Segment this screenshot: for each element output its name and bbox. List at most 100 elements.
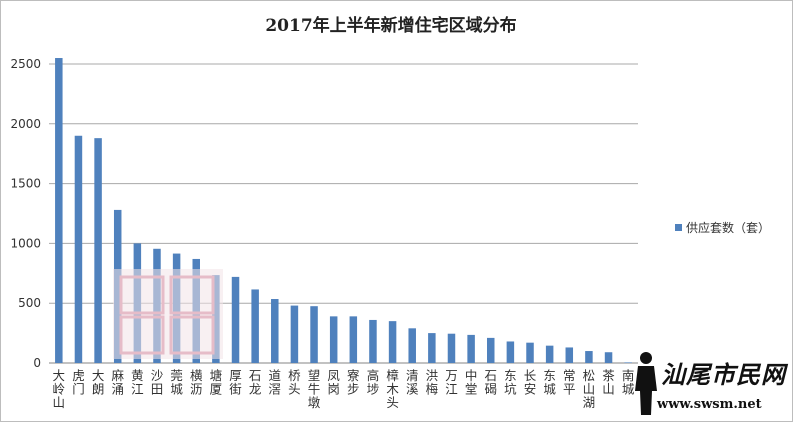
bar bbox=[231, 276, 240, 363]
x-category-label: 朗 bbox=[92, 382, 105, 397]
x-category-label: 桥 bbox=[288, 368, 301, 383]
x-axis-categories: 大岭山虎门大朗麻涌黄江沙田莞城横沥塘厦厚街石龙道滘桥头望牛墩凤岗寮步高埗樟木头清… bbox=[53, 368, 635, 410]
x-category-label: 松 bbox=[583, 368, 596, 383]
bar bbox=[565, 347, 574, 363]
y-tick-label: 2000 bbox=[10, 117, 41, 131]
x-category-label: 碣 bbox=[484, 382, 497, 397]
chart-title: 2017年上半年新增住宅区域分布 bbox=[265, 15, 516, 36]
x-category-label: 湖 bbox=[583, 395, 596, 410]
bar bbox=[408, 328, 416, 363]
x-category-label: 街 bbox=[229, 382, 242, 397]
y-axis-ticks: 0 500 1000 1500 2000 2500 bbox=[10, 57, 41, 370]
x-category-label: 城 bbox=[543, 382, 556, 397]
x-category-label: 南 bbox=[622, 368, 635, 383]
x-category-label: 樟 bbox=[386, 368, 399, 383]
bar bbox=[369, 319, 377, 363]
x-category-label: 城 bbox=[622, 382, 635, 397]
x-category-label: 涌 bbox=[111, 382, 124, 397]
x-category-label: 长 bbox=[524, 368, 537, 383]
x-category-label: 门 bbox=[72, 382, 85, 397]
x-category-label: 东 bbox=[543, 368, 556, 383]
x-category-label: 望 bbox=[308, 368, 321, 383]
x-category-label: 横 bbox=[190, 368, 203, 383]
bar bbox=[545, 345, 554, 363]
x-category-label: 洪 bbox=[426, 368, 439, 383]
x-category-label: 头 bbox=[386, 395, 399, 410]
bar bbox=[349, 316, 358, 363]
bar bbox=[74, 135, 83, 363]
bar bbox=[310, 306, 318, 363]
site-name: 汕尾市民网 bbox=[661, 360, 786, 389]
x-category-label: 石 bbox=[249, 368, 262, 383]
x-category-label: 虎 bbox=[72, 368, 85, 383]
bar bbox=[506, 341, 515, 363]
x-category-label: 常 bbox=[563, 368, 576, 383]
bar bbox=[428, 333, 436, 363]
x-category-label: 厦 bbox=[210, 382, 223, 397]
bar bbox=[329, 316, 338, 363]
bar bbox=[94, 138, 102, 363]
x-category-label: 安 bbox=[524, 382, 537, 397]
y-tick-label: 2500 bbox=[10, 57, 41, 71]
x-category-label: 麻 bbox=[111, 368, 124, 383]
x-category-label: 山 bbox=[602, 382, 615, 397]
x-category-label: 溪 bbox=[406, 382, 419, 397]
x-category-label: 凤 bbox=[327, 368, 340, 383]
x-category-label: 埗 bbox=[367, 382, 380, 397]
x-category-label: 中 bbox=[465, 368, 478, 383]
x-category-label: 城 bbox=[170, 382, 183, 397]
legend: 供应套数（套） bbox=[675, 220, 770, 235]
y-tick-label: 1500 bbox=[10, 177, 41, 191]
bar bbox=[467, 334, 475, 363]
x-category-label: 滘 bbox=[269, 382, 282, 397]
x-category-label: 沥 bbox=[190, 382, 203, 397]
x-category-label: 田 bbox=[151, 382, 164, 397]
x-category-label: 道 bbox=[269, 368, 282, 383]
bar bbox=[487, 337, 495, 363]
x-category-label: 茶 bbox=[602, 368, 615, 383]
x-category-label: 沙 bbox=[151, 368, 164, 383]
x-category-label: 木 bbox=[386, 382, 399, 397]
x-category-label: 高 bbox=[367, 368, 380, 383]
x-category-label: 清 bbox=[406, 368, 419, 383]
x-category-label: 墩 bbox=[308, 395, 321, 410]
bar bbox=[585, 351, 593, 363]
bar bbox=[388, 321, 397, 363]
x-category-label: 堂 bbox=[465, 382, 478, 397]
x-category-label: 寮 bbox=[347, 368, 360, 383]
y-tick-label: 500 bbox=[18, 296, 41, 310]
x-category-label: 大 bbox=[53, 368, 66, 383]
gridlines bbox=[49, 63, 638, 364]
bar bbox=[447, 333, 456, 363]
x-category-label: 厚 bbox=[229, 368, 242, 383]
x-category-label: 岗 bbox=[327, 382, 340, 397]
x-category-label: 山 bbox=[583, 382, 596, 397]
bar bbox=[526, 342, 534, 363]
bar bbox=[55, 58, 63, 364]
x-category-label: 石 bbox=[484, 368, 497, 383]
bar bbox=[604, 352, 613, 363]
y-tick-label: 0 bbox=[33, 356, 41, 370]
x-category-label: 坑 bbox=[504, 382, 517, 397]
bar bbox=[624, 362, 632, 363]
watermark-stamp bbox=[113, 269, 223, 359]
x-category-label: 黄 bbox=[131, 368, 144, 383]
x-category-label: 江 bbox=[445, 382, 458, 397]
site-url: www.swsm.net bbox=[657, 397, 762, 412]
site-watermark: 汕尾市民网 www.swsm.net bbox=[631, 351, 791, 421]
x-category-label: 山 bbox=[53, 395, 66, 410]
y-tick-label: 1000 bbox=[10, 236, 41, 250]
x-category-label: 大 bbox=[92, 368, 105, 383]
x-category-label: 步 bbox=[347, 382, 360, 397]
x-category-label: 龙 bbox=[249, 382, 262, 397]
x-category-label: 莞 bbox=[170, 368, 183, 383]
x-category-label: 梅 bbox=[426, 382, 439, 397]
legend-swatch bbox=[675, 224, 682, 231]
bar bbox=[290, 305, 299, 363]
silhouette-figure-icon bbox=[635, 352, 657, 415]
legend-label: 供应套数（套） bbox=[686, 220, 770, 235]
x-category-label: 平 bbox=[563, 382, 576, 397]
x-category-label: 头 bbox=[288, 382, 301, 397]
x-category-label: 牛 bbox=[308, 382, 321, 397]
